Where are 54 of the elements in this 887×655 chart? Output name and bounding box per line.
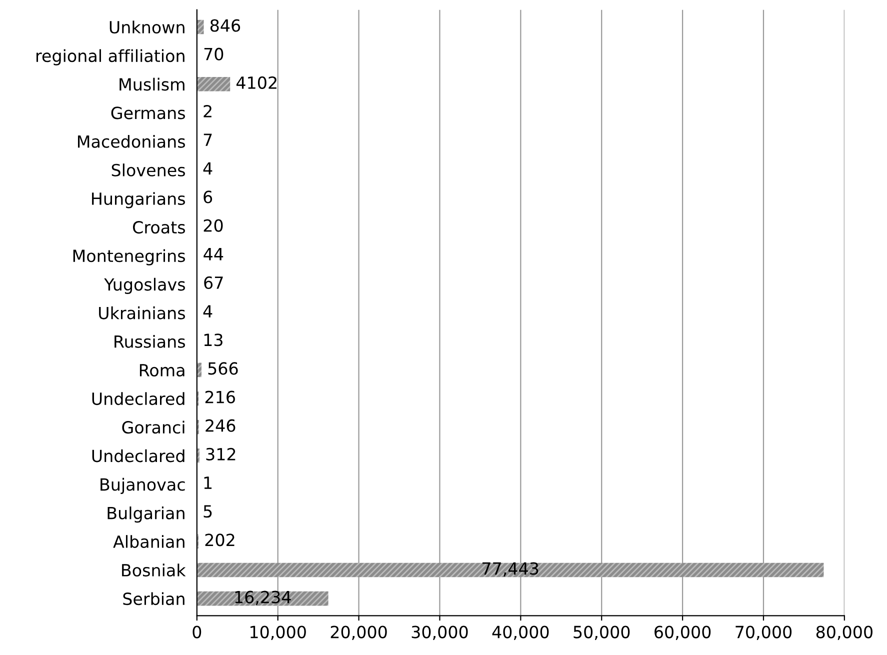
bar xyxy=(196,20,204,34)
y-tick-label: Roma xyxy=(140,364,184,376)
y-tick-label: Bujanovac xyxy=(100,478,185,494)
x-tick-label: 30,000 xyxy=(412,626,468,640)
x-tick-label: 20,000 xyxy=(330,626,387,640)
y-tick-label: Undeclared xyxy=(92,392,184,406)
data-label: 846 xyxy=(210,19,240,32)
data-label: 5 xyxy=(204,505,212,518)
data-label: 2 xyxy=(204,104,212,118)
y-tick-label: Serbian xyxy=(123,592,184,606)
data-label: 77,443 xyxy=(482,562,538,577)
y-tick-label: Undeclared xyxy=(92,449,184,462)
bar xyxy=(196,76,230,92)
x-tick-label: 50,000 xyxy=(574,626,630,640)
y-tick-label: Hungarians xyxy=(92,192,185,208)
data-label: 202 xyxy=(205,534,234,546)
y-tick-label: Germans xyxy=(111,106,185,120)
data-label: 216 xyxy=(205,390,235,404)
y-tick-label: Muslism xyxy=(120,78,184,91)
data-label: 4 xyxy=(203,162,212,174)
data-label: 16,234 xyxy=(235,590,291,606)
y-tick-label: Unknown xyxy=(110,20,184,34)
data-label: 7 xyxy=(204,134,212,146)
data-label: 566 xyxy=(208,362,238,375)
data-label: 4102 xyxy=(236,76,276,89)
x-tick-label: 0 xyxy=(192,626,202,638)
x-tick-label: 80,000 xyxy=(816,626,872,640)
data-label: 20 xyxy=(204,219,223,232)
data-label: 6 xyxy=(204,190,212,204)
y-tick-label: regional affiliation xyxy=(36,49,184,66)
bar xyxy=(196,562,824,578)
y-tick-label: Goranci xyxy=(122,420,184,434)
x-tick-label: 70,000 xyxy=(736,626,792,640)
data-label: 44 xyxy=(204,248,224,260)
y-tick-label: Ukrainians xyxy=(99,306,185,320)
y-tick-label: Yugoslavs xyxy=(104,278,185,294)
x-tick-label: 40,000 xyxy=(492,626,549,640)
y-tick-label: Bulgarian xyxy=(108,506,184,523)
data-label: 67 xyxy=(204,276,223,290)
data-label: 312 xyxy=(206,448,236,460)
y-tick-label: Russians xyxy=(114,335,185,348)
y-tick-label: Slovenes xyxy=(112,164,185,176)
x-tick-label: 10,000 xyxy=(250,626,306,640)
y-tick-label: Bosniak xyxy=(122,564,186,577)
data-label: 4 xyxy=(203,305,212,318)
data-label: 246 xyxy=(206,419,236,432)
y-tick-label: Albanian xyxy=(113,535,184,548)
data-label: 1 xyxy=(204,476,212,489)
y-tick-label: Montenegrins xyxy=(73,249,185,266)
data-label: 13 xyxy=(204,334,222,346)
y-tick-label: Croats xyxy=(132,220,185,234)
data-label: 70 xyxy=(204,48,224,60)
y-tick-label: Macedonians xyxy=(78,134,185,148)
x-tick-label: 60,000 xyxy=(654,626,711,640)
